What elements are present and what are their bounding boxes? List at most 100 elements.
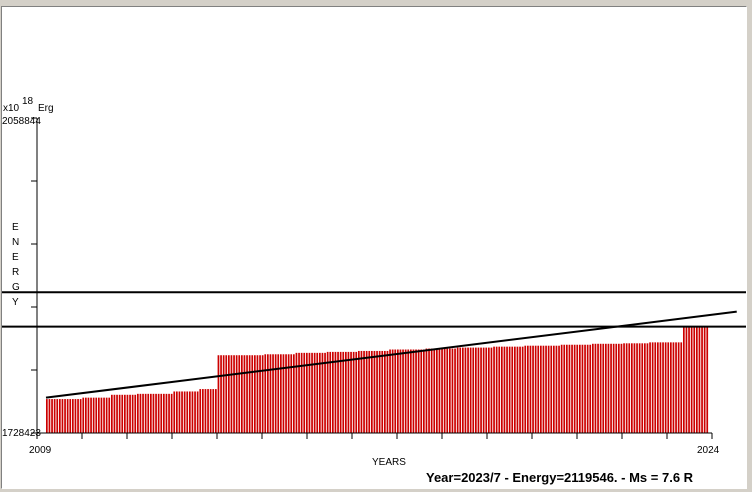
bar (592, 343, 594, 433)
bar (394, 349, 397, 433)
bar (534, 345, 537, 433)
bar (529, 345, 532, 433)
bar (220, 355, 222, 433)
bar (407, 349, 410, 433)
y-axis-title-letter: E (12, 252, 19, 263)
bar (118, 394, 121, 433)
bar (573, 344, 576, 433)
bar (690, 326, 693, 433)
bar (51, 399, 53, 433)
bar (459, 347, 462, 433)
bar (191, 391, 194, 433)
bar (594, 343, 597, 433)
bar (238, 355, 241, 433)
bar (545, 345, 547, 433)
bar (207, 389, 209, 433)
bar (287, 354, 290, 433)
bar (147, 393, 150, 433)
bar (443, 348, 446, 433)
bar (212, 389, 215, 433)
bar (277, 354, 280, 433)
bar (454, 348, 456, 433)
bar (215, 389, 217, 433)
bar (571, 344, 573, 433)
bar (173, 391, 176, 433)
bar (386, 350, 389, 433)
bar (511, 346, 514, 433)
bar (261, 355, 264, 433)
bar (69, 399, 72, 433)
bar (451, 348, 454, 433)
bar (194, 391, 196, 433)
bar (527, 345, 529, 433)
bar (202, 389, 204, 433)
bar (142, 393, 144, 433)
bar (59, 399, 61, 433)
bar (605, 343, 607, 433)
bar (399, 349, 402, 433)
bar (376, 350, 378, 433)
bar (53, 399, 56, 433)
bar (581, 344, 584, 433)
bar (308, 352, 311, 433)
bar (389, 349, 391, 433)
bar (186, 391, 189, 433)
bar (313, 352, 316, 433)
bar (108, 397, 111, 433)
bar (646, 343, 649, 433)
bar (579, 344, 581, 433)
bar (420, 349, 423, 433)
bar (685, 326, 688, 433)
bar (462, 347, 464, 433)
y-axis-title-letter: E (12, 222, 19, 233)
bar (105, 397, 108, 433)
bar (610, 343, 612, 433)
bar (85, 397, 87, 433)
bar (623, 343, 625, 433)
bar (368, 350, 371, 433)
y-unit-suffix: Erg (38, 103, 54, 114)
bar (701, 326, 703, 433)
bar (319, 352, 321, 433)
bar (397, 349, 399, 433)
bar (664, 342, 667, 433)
bar (436, 348, 438, 433)
bar (352, 351, 355, 433)
bar (342, 351, 345, 433)
bar (503, 346, 506, 433)
bar (446, 348, 449, 433)
bar (480, 347, 482, 433)
bar (306, 352, 308, 433)
bar (625, 343, 628, 433)
bar (365, 350, 368, 433)
bar (493, 346, 495, 433)
bar (597, 343, 599, 433)
bar (137, 393, 139, 433)
bar (113, 394, 116, 433)
x-end-label: 2024 (697, 445, 720, 456)
bar (495, 346, 498, 433)
bar (160, 393, 163, 433)
bar (332, 351, 334, 433)
bar (628, 343, 631, 433)
bar (456, 347, 459, 433)
bar (589, 344, 592, 433)
bar (274, 354, 277, 433)
bar (259, 355, 261, 433)
bar (532, 345, 534, 433)
bar (295, 352, 298, 433)
bar (290, 354, 293, 433)
bar (155, 393, 157, 433)
bar (693, 326, 696, 433)
bar (657, 342, 659, 433)
bar (311, 352, 313, 433)
bar (537, 345, 540, 433)
bar (124, 394, 126, 433)
bar (540, 345, 542, 433)
bar (280, 354, 282, 433)
bar (251, 355, 254, 433)
bar (267, 354, 269, 433)
bar (633, 343, 636, 433)
y-ticks (31, 117, 37, 434)
